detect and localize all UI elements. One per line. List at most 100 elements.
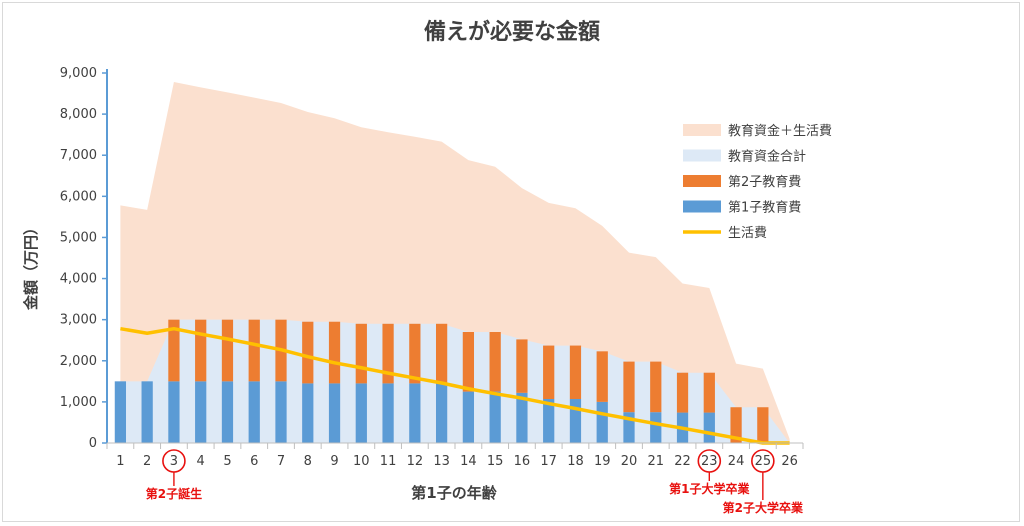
- bar-child1-3: [168, 381, 180, 443]
- bar-child1-13: [435, 383, 448, 443]
- x-tick-label: 13: [433, 454, 450, 469]
- line-layer: [120, 326, 790, 445]
- bar-layer: [114, 319, 769, 443]
- legend-label: 教育資金合計: [728, 149, 806, 165]
- annotation-label: 第2子大学卒業: [723, 500, 804, 515]
- legend-swatch: [683, 149, 721, 162]
- x-tick-label: 1: [116, 454, 124, 469]
- bar-child1-7: [275, 381, 287, 443]
- bar-child2-10: [355, 323, 367, 384]
- x-tick-label: 5: [223, 454, 231, 469]
- bar-child1-15: [489, 391, 501, 443]
- x-tick-label: 20: [621, 454, 638, 469]
- bar-child2-18: [569, 345, 582, 400]
- bar-child2-11: [382, 323, 394, 384]
- x-tick-label: 12: [407, 454, 424, 469]
- x-tick-label: 22: [674, 454, 691, 469]
- bar-child1-10: [355, 383, 367, 443]
- bar-child1-20: [623, 412, 635, 443]
- axes-layer: 0 1,000 2,000 3,000 4,000 5,000 6,000 7,000 8,00…: [60, 66, 804, 469]
- bar-child1-8: [302, 383, 314, 443]
- bar-child2-20: [623, 361, 635, 413]
- chart-title: 備えが必要な金額: [424, 19, 600, 45]
- legend-swatch: [683, 175, 721, 187]
- bar-child2-22: [676, 372, 689, 413]
- y-tick-label: 7,000: [60, 148, 97, 163]
- x-tick-label: 16: [514, 454, 531, 469]
- bar-child2-5: [221, 319, 234, 382]
- x-tick-label: 10: [353, 454, 370, 469]
- x-tick-label: 3: [170, 454, 178, 469]
- bar-child2-16: [516, 339, 528, 393]
- bar-child1-18: [569, 399, 582, 443]
- bar-child2-4: [195, 319, 207, 382]
- bar-child1-12: [409, 383, 421, 443]
- y-tick-label: 6,000: [60, 189, 97, 204]
- x-tick-label: 14: [460, 454, 477, 469]
- annotation-label: 第1子大学卒業: [669, 481, 750, 496]
- bar-child1-6: [248, 381, 260, 443]
- y-tick-label: 3,000: [60, 313, 97, 328]
- bar-child1-4: [195, 381, 207, 443]
- bar-child2-25: [757, 407, 769, 443]
- x-tick-label: 4: [197, 454, 205, 469]
- living-cost-line: [120, 326, 790, 445]
- bar-child1-17: [543, 399, 555, 443]
- x-tick-label: 25: [755, 454, 772, 469]
- bar-child2-19: [596, 351, 608, 402]
- legend-label: 第1子教育費: [728, 200, 801, 216]
- legend-label: 第2子教育費: [728, 174, 801, 190]
- y-tick-label: 5,000: [60, 230, 97, 245]
- x-tick-label: 23: [701, 454, 718, 469]
- bar-child2-12: [409, 323, 421, 384]
- x-axis-title: 第1子の年齢: [411, 484, 497, 502]
- x-tick-label: 26: [781, 454, 798, 469]
- y-tick-label: 0: [89, 436, 97, 451]
- x-tick-label: 18: [567, 454, 584, 469]
- legend-swatch: [683, 200, 721, 213]
- bar-child2-24: [730, 407, 742, 443]
- bar-child1-9: [328, 383, 341, 443]
- legend-swatch: [683, 124, 721, 136]
- y-axis-title: 金額（万円）: [22, 220, 40, 311]
- x-tick-label: 24: [728, 454, 745, 469]
- legend-label: 生活費: [728, 226, 767, 241]
- bar-child1-16: [516, 392, 528, 443]
- y-tick-label: 1,000: [60, 395, 97, 410]
- x-tick-label: 7: [277, 454, 285, 469]
- bar-child1-5: [221, 381, 234, 443]
- y-tick-label: 8,000: [60, 107, 97, 122]
- bar-child1-2: [141, 381, 153, 443]
- x-tick-label: 21: [647, 454, 664, 469]
- legend-label: 教育資金＋生活費: [728, 123, 832, 139]
- bar-child2-17: [543, 345, 555, 400]
- annotation-label: 第2子誕生: [146, 486, 202, 501]
- x-tick-label: 17: [540, 454, 557, 469]
- area-layer: [120, 82, 790, 444]
- bar-child1-11: [382, 383, 394, 443]
- bar-child1-21: [650, 412, 662, 443]
- bar-child2-6: [248, 319, 260, 382]
- x-tick-label: 2: [143, 454, 151, 469]
- bar-child2-23: [703, 372, 715, 413]
- x-tick-label: 11: [380, 454, 397, 469]
- bar-child2-15: [489, 332, 501, 392]
- bar-child2-9: [328, 321, 341, 384]
- bar-child1-19: [596, 401, 608, 443]
- x-tick-label: 19: [594, 454, 611, 469]
- bar-child2-8: [302, 321, 314, 384]
- y-tick-label: 9,000: [60, 66, 97, 81]
- bar-child2-14: [462, 332, 475, 392]
- bar-child2-21: [650, 361, 662, 413]
- bar-child2-13: [435, 323, 448, 384]
- x-tick-label: 15: [487, 454, 504, 469]
- bar-child1-1: [114, 381, 127, 443]
- bar-child2-3: [168, 319, 180, 382]
- x-tick-label: 9: [330, 454, 338, 469]
- x-tick-label: 6: [250, 454, 258, 469]
- x-tick-label: 8: [304, 454, 312, 469]
- bar-child1-23: [703, 412, 715, 443]
